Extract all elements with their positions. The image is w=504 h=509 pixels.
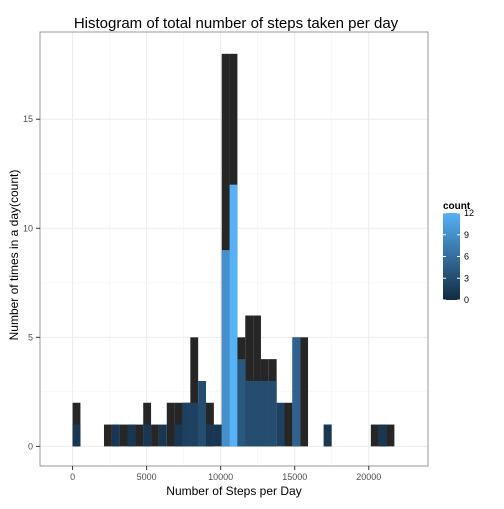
histogram-bar-count	[276, 402, 285, 447]
panel-border-rect	[39, 31, 429, 467]
x-axis: 0 5000 10000 15000 20000	[70, 466, 381, 482]
histogram-bar-count	[127, 424, 136, 447]
bars	[72, 53, 395, 447]
x-tick-label: 0	[70, 472, 75, 482]
histogram-bar-count	[229, 184, 238, 447]
y-axis-label: Number of times in a day(count)	[7, 170, 21, 341]
legend-tick-label: 6	[464, 252, 469, 262]
histogram-bar-count	[213, 424, 222, 447]
histogram-bar-count	[221, 250, 230, 447]
histogram-bar-count	[206, 424, 214, 447]
x-tick-label: 10000	[208, 472, 233, 482]
histogram-bar	[103, 424, 112, 447]
histogram-bar	[284, 402, 293, 447]
legend-title: count	[443, 201, 471, 212]
histogram-bar	[119, 424, 128, 447]
histogram-bar-count	[143, 424, 152, 447]
legend-colorbar	[443, 213, 460, 300]
panel-border	[39, 31, 429, 467]
histogram-bar-count	[111, 424, 120, 447]
histogram-bar-count	[174, 424, 183, 447]
histogram-bar-count	[245, 380, 254, 447]
histogram-bar	[300, 337, 309, 447]
histogram-bar-count	[190, 402, 199, 447]
y-tick-label: 5	[28, 332, 33, 342]
histogram-bar	[253, 315, 261, 447]
histogram-bar	[245, 315, 254, 447]
histogram-bar-count	[378, 424, 387, 447]
histogram-bar-count	[323, 424, 332, 447]
histogram-bar	[135, 424, 144, 447]
chart-title: Histogram of total number of steps taken…	[74, 15, 399, 32]
legend: count 0 3 6 9 12	[443, 201, 474, 305]
y-tick-label: 0	[28, 441, 33, 451]
histogram-bar-count	[268, 380, 277, 447]
y-tick-label: 15	[23, 114, 33, 124]
histogram-bar-count	[253, 380, 261, 447]
histogram-bar-count	[72, 424, 81, 447]
histogram-bar-count	[292, 337, 301, 447]
histogram-bar	[370, 424, 379, 447]
x-tick-label: 5000	[137, 472, 157, 482]
legend-tick-label: 0	[464, 295, 469, 305]
histogram-bar-count	[260, 380, 269, 447]
histogram-bar	[151, 424, 159, 447]
x-axis-label: Number of Steps per Day	[166, 484, 301, 498]
y-tick-label: 10	[23, 223, 33, 233]
histogram-bar	[386, 424, 395, 447]
histogram-bar	[190, 337, 199, 447]
histogram-bar-count	[158, 424, 167, 447]
histogram-bar-count	[198, 380, 207, 447]
legend-tick-label: 9	[464, 230, 469, 240]
histogram-bar-count	[182, 402, 191, 447]
legend-tick-label: 12	[464, 208, 474, 218]
legend-tick-label: 3	[464, 273, 469, 283]
x-tick-label: 20000	[356, 472, 381, 482]
histogram-bar-count	[237, 359, 246, 447]
x-tick-label: 15000	[282, 472, 307, 482]
y-axis: 0 5 10 15	[23, 114, 40, 451]
histogram-bar	[166, 402, 175, 447]
